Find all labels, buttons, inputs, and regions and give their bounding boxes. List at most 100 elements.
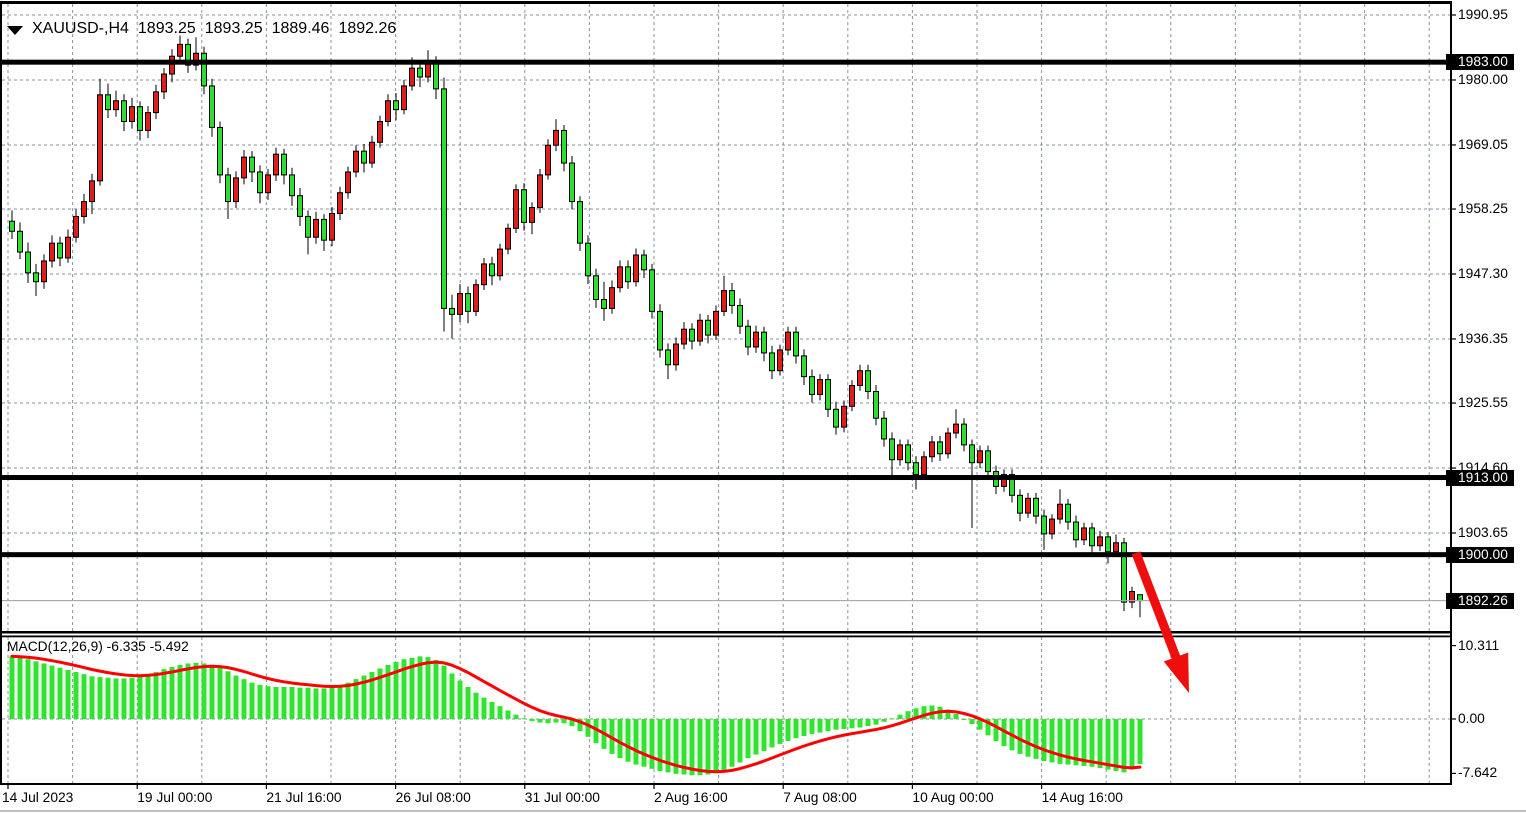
candle-body (625, 266, 631, 283)
candle-body (441, 88, 447, 309)
candle-body (105, 94, 111, 111)
macd-histogram-bar (913, 708, 919, 719)
macd-histogram-bar (697, 719, 703, 776)
macd-histogram-bar (577, 719, 583, 732)
macd-histogram-bar (729, 719, 735, 767)
window-bottom-edge (0, 810, 1526, 812)
candle-body (97, 94, 103, 182)
macd-histogram-bar (721, 719, 727, 771)
candle-body (385, 100, 391, 123)
candle-body (297, 195, 303, 217)
macd-histogram-bar (449, 673, 455, 719)
candle-body (113, 100, 119, 111)
down-arrow-annotation[interactable] (1131, 551, 1189, 693)
macd-histogram-bar (1113, 719, 1119, 771)
candle-body (561, 129, 567, 164)
macd-histogram-bar (185, 663, 191, 719)
candle-body (161, 73, 167, 93)
macd-histogram-bar (1017, 719, 1023, 754)
horizontal-level-line[interactable] (2, 552, 1450, 558)
macd-histogram-bar (81, 674, 87, 719)
price-label-highlighted: 1900.00 (1446, 546, 1514, 563)
macd-histogram-bar (169, 667, 175, 719)
candle-body (361, 150, 367, 164)
chart-frame (0, 1, 1452, 4)
macd-histogram-bar (857, 719, 863, 728)
macd-histogram-bar (761, 719, 767, 752)
macd-histogram-bar (833, 719, 839, 730)
macd-histogram-bar (705, 719, 711, 775)
ohlc-open: 1893.25 (137, 20, 196, 37)
macd-histogram-bar (121, 678, 127, 719)
time-axis-label: 2 Aug 16:00 (654, 790, 728, 805)
candle-body (889, 438, 895, 461)
macd-histogram-bar (793, 719, 799, 739)
candle-body (465, 293, 471, 312)
macd-histogram-bar (881, 719, 887, 722)
candle-body (1041, 515, 1047, 535)
macd-histogram-bar (473, 692, 479, 719)
ohlc-close: 1892.26 (338, 20, 397, 37)
macd-histogram-bar (193, 662, 199, 719)
macd-histogram-bar (505, 710, 511, 719)
macd-histogram-bar (1089, 719, 1095, 767)
candle-body (169, 55, 175, 75)
macd-histogram-bar (665, 719, 671, 773)
macd-histogram-bar (673, 719, 679, 774)
macd-histogram-bar (953, 714, 959, 719)
macd-histogram-bar (417, 656, 423, 719)
candle-body (33, 272, 39, 283)
horizontal-level-line[interactable] (2, 59, 1450, 65)
time-axis-label: 21 Jul 16:00 (266, 790, 342, 805)
macd-histogram-bar (361, 675, 367, 719)
candle-body (257, 171, 263, 194)
time-axis-label: 14 Aug 16:00 (1041, 790, 1123, 805)
macd-histogram-bar (849, 719, 855, 729)
macd-histogram-bar (553, 719, 559, 723)
macd-histogram-bar (593, 719, 599, 744)
candle-body (761, 331, 767, 354)
candle-body (417, 67, 423, 78)
candle-body (265, 174, 271, 194)
candle-body (281, 153, 287, 176)
candle-body (833, 408, 839, 428)
candle-body (193, 52, 199, 66)
price-label: 1903.65 (1458, 525, 1508, 540)
candle-body (1057, 503, 1063, 520)
time-axis-label: 19 Jul 00:00 (137, 790, 213, 805)
current-price-line (2, 599, 1450, 602)
candle-body (961, 423, 967, 446)
candle-body (329, 212, 335, 241)
candle-body (81, 201, 87, 217)
macd-histogram-bar (393, 662, 399, 719)
candle-body (801, 355, 807, 378)
time-axis-label: 14 Jul 2023 (2, 790, 74, 805)
macd-histogram-bar (809, 719, 815, 734)
candle-body (777, 349, 783, 372)
candle-body (1025, 497, 1031, 514)
candle-body (401, 85, 407, 111)
candle-body (225, 174, 231, 203)
chart-frame (0, 783, 1452, 785)
macd-histogram-bar (409, 657, 415, 719)
candle-body (305, 215, 311, 238)
candle-body (681, 328, 687, 345)
macd-histogram-bar (537, 719, 543, 723)
candle-body (1137, 594, 1143, 602)
candle-body (985, 450, 991, 473)
macd-histogram-bar (377, 668, 383, 719)
macd-histogram-bar (569, 719, 575, 727)
macd-histogram-bar (329, 687, 335, 719)
candle-body (905, 444, 911, 464)
candle-body (697, 319, 703, 342)
candle-body (729, 290, 735, 306)
macd-histogram-bar (57, 667, 63, 719)
macd-histogram-bar (905, 711, 911, 719)
macd-histogram-bar (985, 719, 991, 736)
candle-body (1017, 494, 1023, 514)
macd-histogram-bar (217, 667, 223, 719)
macd-histogram-bar (265, 686, 271, 719)
horizontal-level-line[interactable] (2, 475, 1450, 481)
macd-histogram-bar (65, 669, 71, 719)
